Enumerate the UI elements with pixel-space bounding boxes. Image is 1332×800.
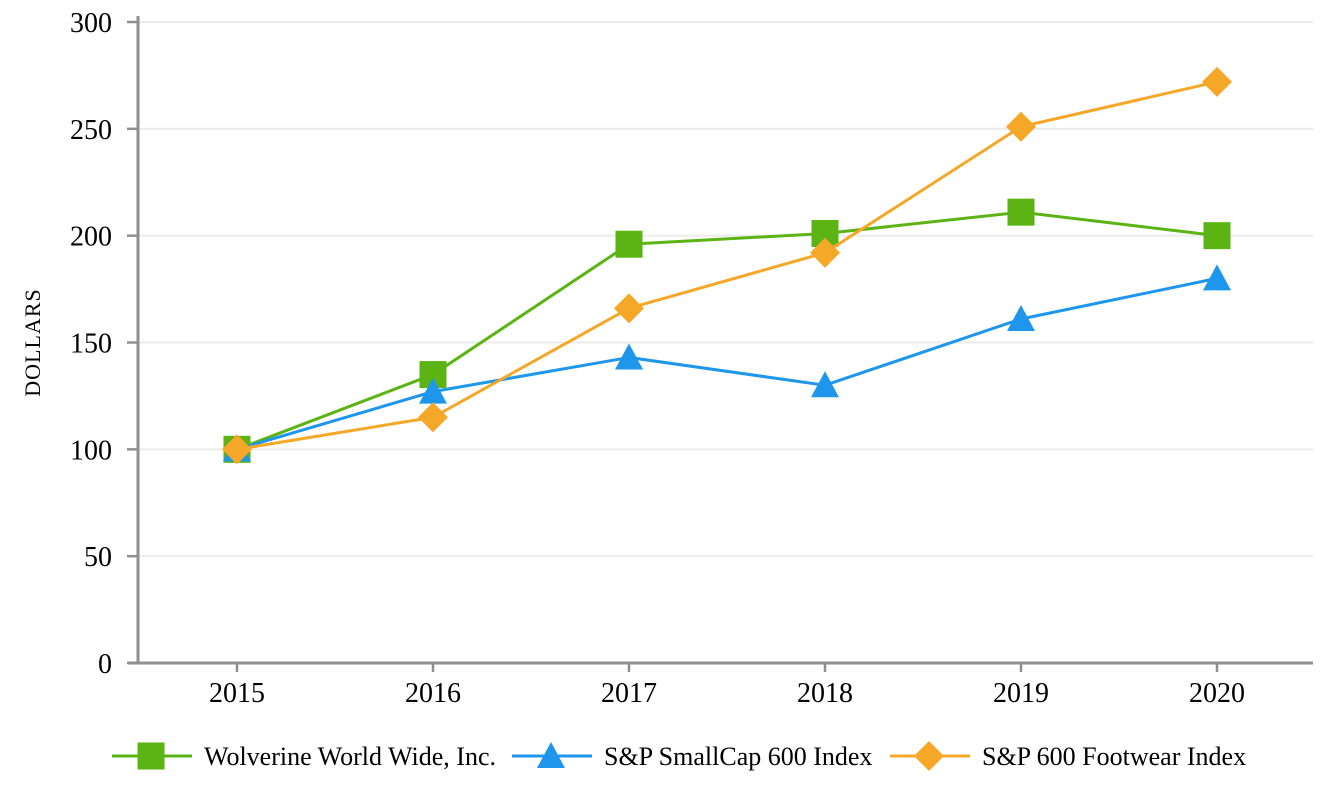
data-point-marker (811, 371, 839, 398)
legend-marker-square (137, 742, 165, 770)
series-line (236, 80, 1218, 451)
data-point-marker (1203, 264, 1231, 291)
series-line (236, 276, 1218, 451)
x-axis-tick-label: 2020 (1189, 678, 1245, 709)
series-triangle (223, 264, 1231, 462)
y-axis-title: DOLLARS (20, 288, 45, 396)
x-axis-tick-label: 2015 (209, 678, 265, 709)
legend-marker-triangle (537, 742, 565, 768)
data-point-marker (615, 230, 643, 258)
y-axis-tick-label: 100 (70, 435, 112, 466)
series-diamond (222, 66, 1232, 465)
data-point-marker (615, 343, 643, 370)
legend-marker-diamond (914, 741, 944, 771)
data-point-marker (1202, 66, 1232, 97)
y-axis-tick-label: 250 (70, 115, 112, 146)
y-axis-tick-label: 150 (70, 329, 112, 360)
data-point-marker (222, 434, 252, 465)
x-axis-tick-label: 2016 (405, 678, 461, 709)
x-axis-tick-label: 2018 (797, 678, 853, 709)
legend-item (112, 742, 192, 770)
data-point-marker (1006, 111, 1036, 142)
data-point-marker (810, 237, 840, 268)
legend-item (890, 741, 970, 771)
series-square (223, 198, 1231, 463)
series-line (236, 210, 1218, 451)
data-point-marker (1007, 198, 1035, 226)
legend-label: S&P 600 Footwear Index (982, 742, 1246, 771)
x-axis-tick-label: 2019 (993, 678, 1049, 709)
x-axis-tick-label: 2017 (601, 678, 657, 709)
y-axis-tick-label: 200 (70, 222, 112, 253)
data-point-marker (1007, 304, 1035, 331)
legend-item (512, 742, 592, 768)
data-point-marker (1203, 222, 1231, 250)
y-axis-tick-label: 0 (98, 649, 112, 680)
legend-label: S&P SmallCap 600 Index (604, 742, 872, 771)
y-axis-tick-label: 300 (70, 8, 112, 39)
data-point-marker (419, 377, 447, 404)
y-axis-tick-label: 50 (84, 542, 112, 573)
data-point-marker (418, 402, 448, 433)
data-point-marker (614, 293, 644, 324)
legend-label: Wolverine World Wide, Inc. (204, 742, 496, 771)
